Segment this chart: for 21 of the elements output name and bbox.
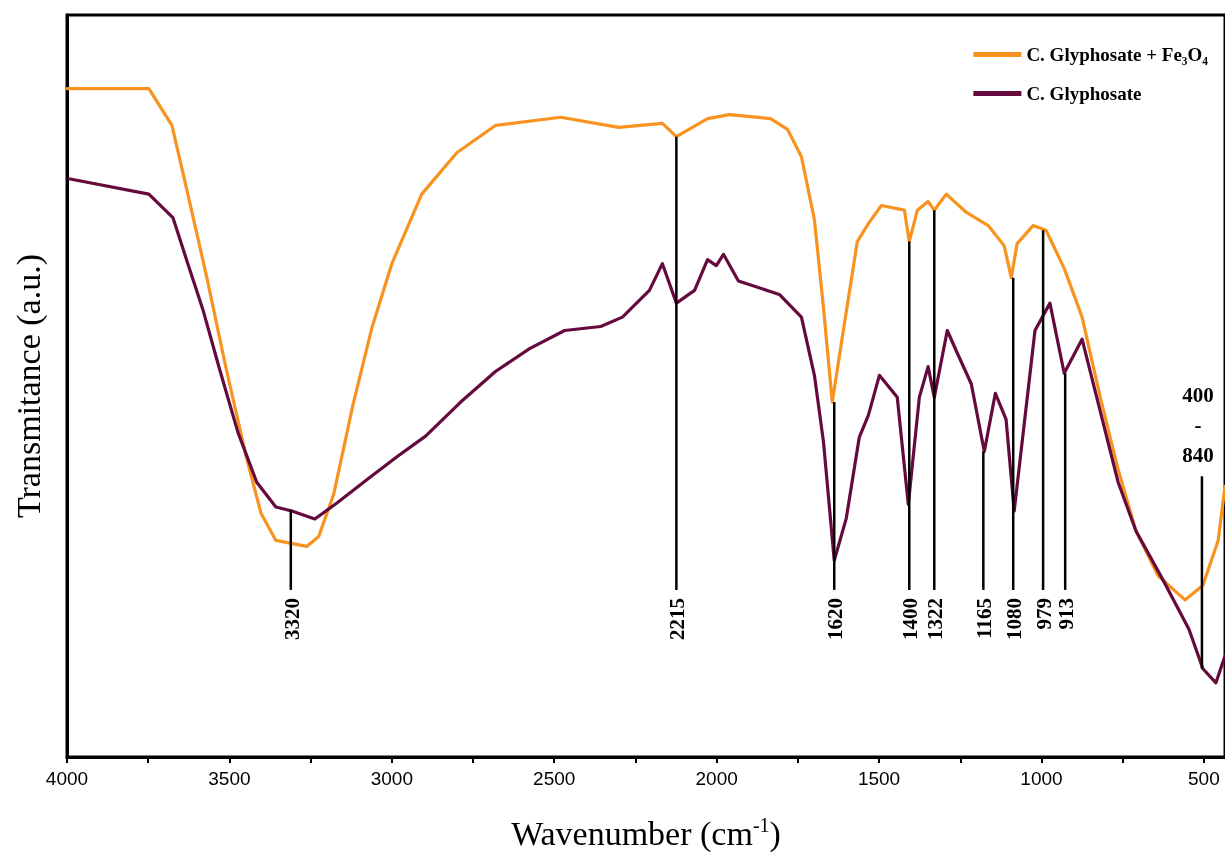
x-tick-label: 2500 <box>533 768 576 789</box>
annotation: 913 <box>1054 597 1079 630</box>
legend-label: C. Glyphosate <box>1026 83 1142 104</box>
y-axis-title: Transmitance (a.u.) <box>9 253 48 519</box>
annotation: 1322 <box>923 597 948 640</box>
annotation: 1400 <box>898 597 923 640</box>
x-tick-label: 1500 <box>857 768 901 789</box>
x-tick-label: 2000 <box>695 768 738 789</box>
annotation: 2215 <box>665 597 690 640</box>
legend-label: C. Glyphosate + Fe₃O₄ <box>1026 44 1209 65</box>
annotation: 1620 <box>823 597 848 640</box>
x-tick-label: 3000 <box>370 768 413 789</box>
annotation: 979 <box>1032 597 1057 630</box>
annotation: 400 - 840 <box>1182 383 1214 468</box>
annotation: 1165 <box>972 597 997 639</box>
x-tick-label: 1000 <box>1020 768 1063 789</box>
x-tick-label: 4000 <box>45 768 89 789</box>
x-tick-label: 3500 <box>208 768 251 789</box>
x-tick-label: 500 <box>1188 768 1220 789</box>
annotation: 1080 <box>1002 597 1027 640</box>
annotation: 3320 <box>279 597 304 640</box>
